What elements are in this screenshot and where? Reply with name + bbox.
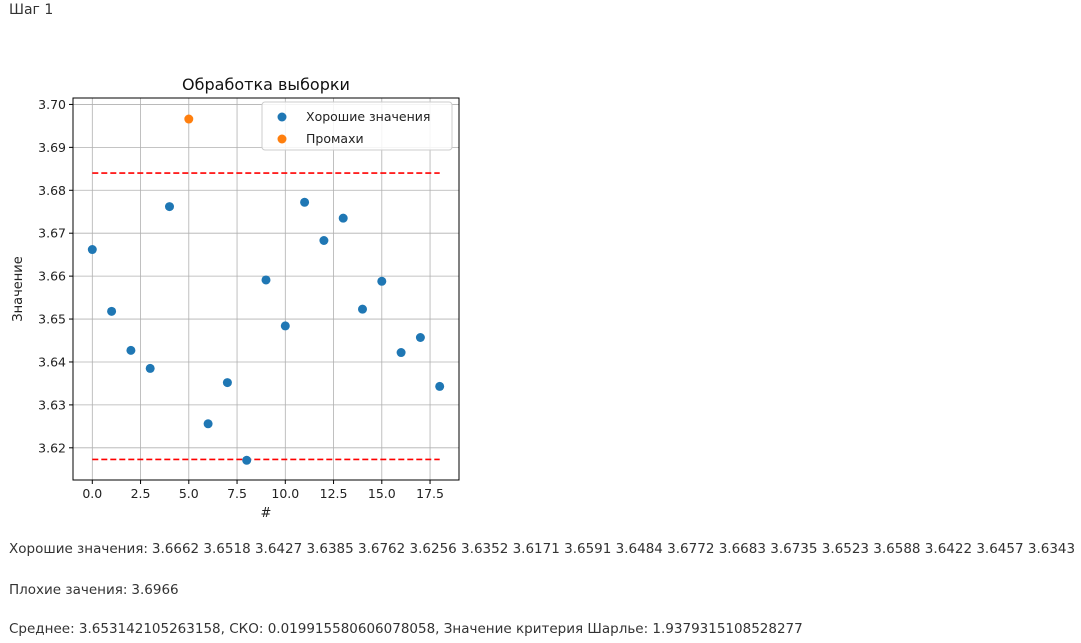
- plot-frame: [72, 97, 460, 481]
- data-point: [184, 114, 194, 124]
- data-point: [377, 276, 387, 286]
- x-tick-label: 10.0: [271, 486, 299, 501]
- data-point: [242, 455, 252, 465]
- y-tick-label: 3.62: [38, 440, 66, 455]
- bad-values-text: 3.6966: [131, 582, 179, 598]
- y-tick-label: 3.70: [38, 97, 66, 112]
- legend-label: Промахи: [306, 131, 364, 146]
- data-point: [415, 333, 425, 343]
- y-tick-label: 3.67: [38, 226, 66, 241]
- y-tick-label: 3.69: [38, 140, 66, 155]
- data-point: [145, 363, 155, 373]
- chart-container: 0.0 2.5 5.0 7.5 10.0 12.5 15.0 17.5 3.62 3.63 3.64…: [0, 68, 470, 528]
- data-point: [222, 378, 232, 388]
- data-point: [203, 419, 213, 429]
- data-point: [396, 348, 406, 358]
- legend-marker: [277, 134, 287, 144]
- legend-label: Хорошие значения: [306, 109, 430, 124]
- y-tick-label: 3.68: [38, 183, 66, 198]
- data-point: [280, 321, 290, 331]
- good-values-text: 3.6662 3.6518 3.6427 3.6385 3.6762 3.625…: [151, 541, 1076, 557]
- good-values-label: Хорошие значения:: [9, 541, 148, 557]
- legend-box: [261, 101, 453, 151]
- y-tick-label: 3.64: [38, 354, 66, 369]
- y-tick-label: 3.65: [38, 312, 66, 327]
- data-point: [358, 304, 367, 314]
- data-point: [165, 202, 174, 212]
- scatter-chart: 0.0 2.5 5.0 7.5 10.0 12.5 15.0 17.5 3.62 3.63 3.64…: [11, 75, 460, 521]
- data-point: [338, 213, 348, 223]
- chart-title: Обработка выборки: [182, 75, 350, 94]
- data-point: [319, 235, 329, 245]
- y-tick-label: 3.66: [38, 269, 66, 284]
- data-point: [300, 197, 310, 207]
- y-axis-label: Значение: [11, 256, 26, 321]
- stats-text: Среднее: 3.653142105263158, СКО: 0.01991…: [9, 621, 803, 637]
- x-tick-label: 7.5: [227, 486, 247, 501]
- data-point: [126, 345, 136, 355]
- step-label: Шаг 1: [9, 2, 54, 18]
- x-tick-label: 15.0: [368, 486, 396, 501]
- good-values-line: Хорошие значения: 3.6662 3.6518 3.6427 3.…: [9, 541, 1075, 557]
- x-tick-label: 12.5: [320, 486, 348, 501]
- x-tick-label: 5.0: [179, 486, 199, 501]
- data-point: [435, 381, 445, 391]
- x-tick-label: 17.5: [416, 486, 444, 501]
- data-point: [87, 245, 97, 255]
- x-axis-label: #: [261, 506, 272, 521]
- bad-values-line: Плохие зачения: 3.6966: [9, 582, 179, 598]
- data-point: [107, 306, 117, 316]
- data-point: [261, 275, 271, 285]
- legend-marker: [277, 112, 287, 122]
- x-tick-label: 2.5: [131, 486, 151, 501]
- y-tick-label: 3.63: [38, 397, 66, 412]
- stats-line: Среднее: 3.653142105263158, СКО: 0.01991…: [9, 621, 803, 637]
- x-tick-label: 0.0: [82, 486, 102, 501]
- bad-values-label: Плохие зачения:: [9, 582, 128, 598]
